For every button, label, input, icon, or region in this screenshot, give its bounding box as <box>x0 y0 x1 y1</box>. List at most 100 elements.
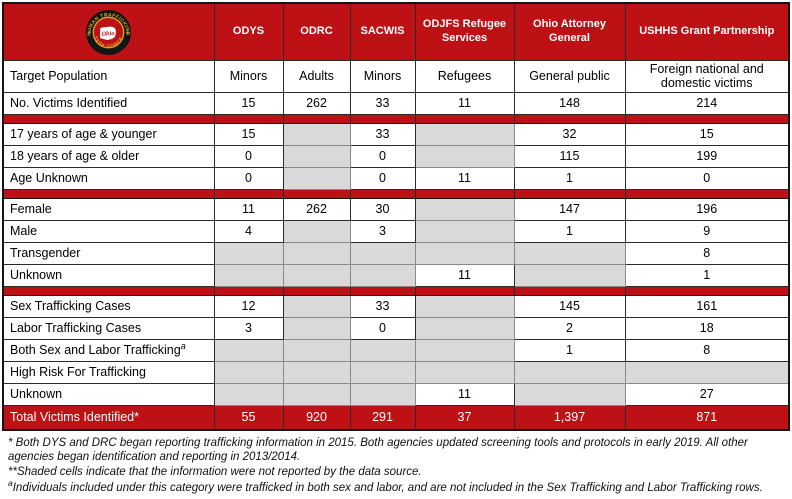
shaded-cell <box>414 338 515 362</box>
value-cell: 214 <box>624 91 790 115</box>
value-cell: 15 <box>213 122 284 146</box>
row-label: Male <box>2 219 215 243</box>
separator-cell <box>282 113 351 124</box>
value-cell: 196 <box>624 197 790 221</box>
value-cell: 0 <box>349 144 416 168</box>
value-cell: 8 <box>624 241 790 265</box>
row-label: Unknown <box>2 382 215 406</box>
shaded-cell <box>414 360 515 384</box>
seal-star-left <box>88 30 91 34</box>
separator-cell <box>2 113 215 124</box>
value-cell: General public <box>513 60 626 93</box>
separator-cell <box>213 188 284 199</box>
value-cell: 33 <box>349 294 416 318</box>
shaded-cell <box>213 382 284 406</box>
row-label: Unknown <box>2 263 215 287</box>
shaded-cell <box>414 294 515 318</box>
value-cell: 0 <box>349 166 416 190</box>
shaded-cell <box>282 316 351 340</box>
value-cell: 1 <box>513 166 626 190</box>
separator-cell <box>2 188 215 199</box>
section-separator-row <box>2 113 790 124</box>
shaded-cell <box>349 360 416 384</box>
value-cell: 30 <box>349 197 416 221</box>
value-cell: 15 <box>624 122 790 146</box>
value-cell: 33 <box>349 91 416 115</box>
separator-cell <box>513 188 626 199</box>
shaded-cell <box>282 219 351 243</box>
separator-cell <box>2 285 215 296</box>
shaded-cell <box>349 382 416 406</box>
value-cell: Adults <box>282 60 351 93</box>
value-cell: 11 <box>213 197 284 221</box>
value-cell: 15 <box>213 91 284 115</box>
logo-header-cell: HUMAN TRAFFICKING TASK FORCE Ohio <box>2 2 215 61</box>
separator-cell <box>624 113 790 124</box>
value-cell: 12 <box>213 294 284 318</box>
row-high-risk-for-trafficking: High Risk For Trafficking <box>2 360 790 384</box>
row-unknown: Unknown 11 1 <box>2 263 790 287</box>
value-cell: 291 <box>349 404 416 431</box>
shaded-cell <box>414 197 515 221</box>
row-label: Total Victims Identified* <box>2 404 215 431</box>
trafficking-data-table: HUMAN TRAFFICKING TASK FORCE Ohio ODYS OD… <box>2 2 790 431</box>
value-cell: 1,397 <box>513 404 626 431</box>
value-cell: 262 <box>282 197 351 221</box>
value-cell: 27 <box>624 382 790 406</box>
value-cell: 1 <box>513 338 626 362</box>
row-label: Age Unknown <box>2 166 215 190</box>
shaded-cell <box>213 241 284 265</box>
row-no-victims-identified: No. Victims Identified 15 262 33 11 148 214 <box>2 91 790 115</box>
row-label: 18 years of age & older <box>2 144 215 168</box>
row-female: Female 11 262 30 147 196 <box>2 197 790 221</box>
row-total-victims-identified: Total Victims Identified* 55 920 291 37 1,397… <box>2 404 790 431</box>
section-separator-row <box>2 285 790 296</box>
separator-cell <box>414 285 515 296</box>
separator-cell <box>349 113 416 124</box>
value-cell: 18 <box>624 316 790 340</box>
value-cell: 11 <box>414 166 515 190</box>
row-label: Sex Trafficking Cases <box>2 294 215 318</box>
value-cell: 8 <box>624 338 790 362</box>
separator-cell <box>624 188 790 199</box>
separator-cell <box>213 113 284 124</box>
shaded-cell <box>349 338 416 362</box>
separator-cell <box>282 285 351 296</box>
value-cell: 161 <box>624 294 790 318</box>
column-header-sacwis: SACWIS <box>349 2 416 61</box>
value-cell: Minors <box>213 60 284 93</box>
value-cell: 55 <box>213 404 284 431</box>
value-cell: 3 <box>213 316 284 340</box>
row-sex-trafficking-cases: Sex Trafficking Cases 12 33 145 161 <box>2 294 790 318</box>
row-label: Both Sex and Labor Traffickinga <box>2 338 215 362</box>
column-header-odys: ODYS <box>213 2 284 61</box>
value-cell: Minors <box>349 60 416 93</box>
ohio-state-shape <box>100 26 117 40</box>
separator-cell <box>282 188 351 199</box>
value-cell: 199 <box>624 144 790 168</box>
value-cell: 0 <box>624 166 790 190</box>
shaded-cell <box>414 144 515 168</box>
separator-cell <box>513 113 626 124</box>
value-cell: 9 <box>624 219 790 243</box>
shaded-cell <box>414 122 515 146</box>
value-cell: 3 <box>349 219 416 243</box>
row-unknown: Unknown 11 27 <box>2 382 790 406</box>
column-header-ohio-attorney-general: Ohio Attorney General <box>513 2 626 61</box>
value-cell: 0 <box>349 316 416 340</box>
shaded-cell <box>349 263 416 287</box>
seal-center-text: Ohio <box>101 29 115 37</box>
separator-cell <box>213 285 284 296</box>
row-label: No. Victims Identified <box>2 91 215 115</box>
seal-star-right <box>126 30 129 34</box>
footnote: **Shaded cells indicate that the informa… <box>8 466 422 479</box>
column-header-odrc: ODRC <box>282 2 351 61</box>
shaded-cell <box>349 241 416 265</box>
shaded-cell <box>282 122 351 146</box>
value-cell: 115 <box>513 144 626 168</box>
shaded-cell <box>213 263 284 287</box>
shaded-cell <box>282 382 351 406</box>
row-label: 17 years of age & younger <box>2 122 215 146</box>
shaded-cell <box>624 360 790 384</box>
shaded-cell <box>282 263 351 287</box>
